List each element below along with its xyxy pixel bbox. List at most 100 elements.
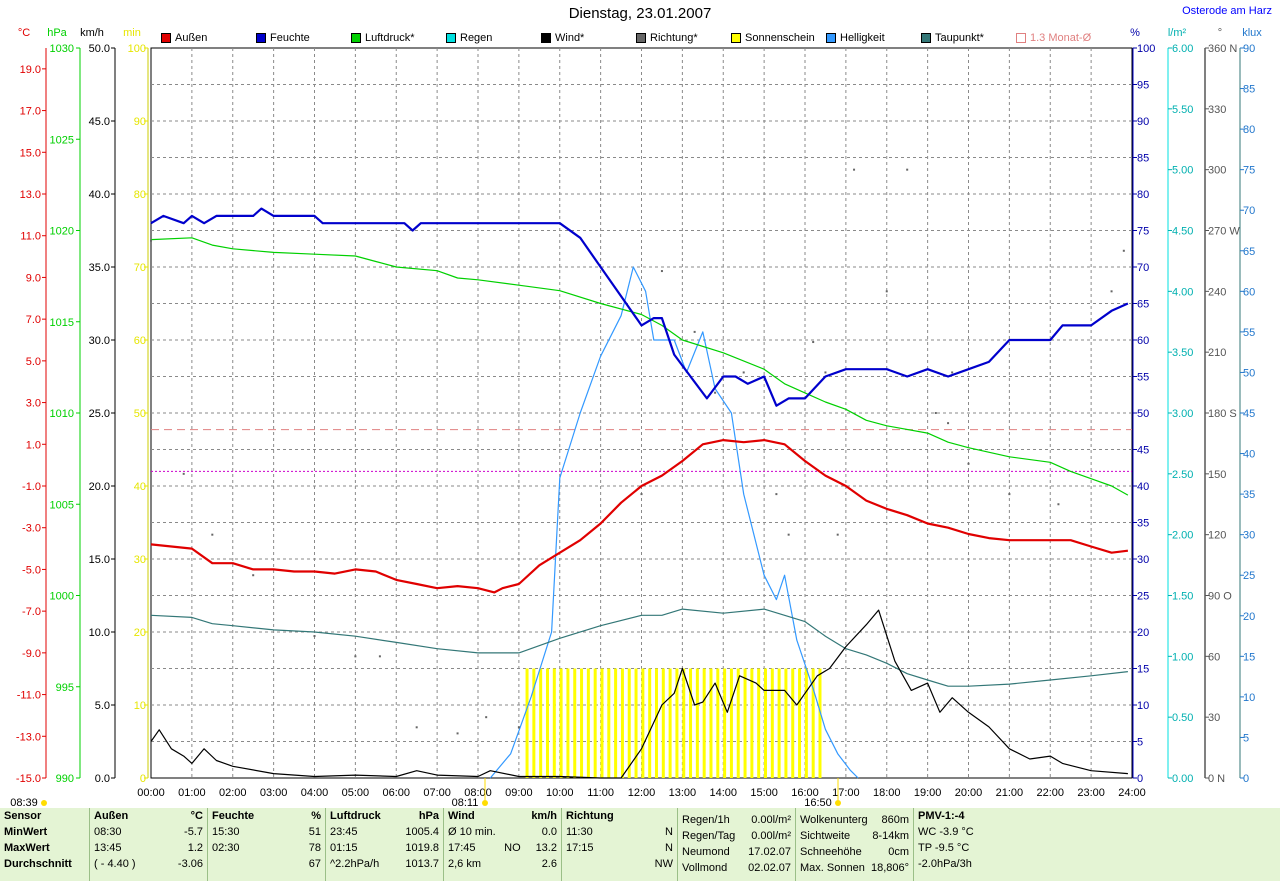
direction-point xyxy=(787,533,790,536)
rain-axis-tick: 3.00 xyxy=(1172,408,1193,420)
direction-point xyxy=(1122,249,1125,252)
sunshine-bar xyxy=(559,668,563,778)
temp-axis-tick: -15.0 xyxy=(16,773,41,785)
footer-new-moon-label: Neumond xyxy=(682,846,730,858)
chart-title: Dienstag, 23.01.2007 xyxy=(568,5,712,22)
direction-point xyxy=(934,412,937,414)
humidity-axis-tick: 10 xyxy=(1137,700,1149,712)
direction-axis-tick: 240 xyxy=(1208,286,1226,298)
legend-swatch xyxy=(731,33,741,43)
brightness-axis-tick: 0 xyxy=(1243,773,1249,785)
footer-temp-min: -5.7 xyxy=(184,826,203,838)
footer-cloud-base: 860m xyxy=(881,814,909,826)
temp-axis-tick: -13.0 xyxy=(16,731,41,743)
footer-direction-max-time: 17:15 xyxy=(566,842,594,854)
direction-point xyxy=(1008,493,1011,496)
footer-max-label: MaxWert xyxy=(4,842,50,854)
wind-axis-tick: 30.0 xyxy=(89,335,110,347)
sunshine-bar xyxy=(607,668,611,778)
sunshine-bar xyxy=(620,668,624,778)
legend-item: Helligkeit xyxy=(826,31,885,45)
sunset-label: 16:50 xyxy=(804,797,832,808)
brightness-axis-tick: 85 xyxy=(1243,84,1255,96)
reference-lines xyxy=(151,429,1132,472)
rain-axis-tick: 2.00 xyxy=(1172,530,1193,542)
footer-wind-row2-label: 17:45 xyxy=(448,842,476,854)
footer-temp-max-time: 13:45 xyxy=(94,842,122,854)
wind-unit: km/h xyxy=(80,27,104,39)
sunshine-bar xyxy=(716,668,720,778)
legend-swatch xyxy=(541,33,551,43)
sunshine-bar xyxy=(545,668,549,778)
legend-label: Helligkeit xyxy=(840,32,885,44)
time-tick: 16:00 xyxy=(791,787,819,799)
direction-axis-tick: 300 xyxy=(1208,165,1226,177)
pressure-axis-tick: 1010 xyxy=(50,408,74,420)
footer-wind-col: Wind km/h Ø 10 min. 0.0 17:45 NO 13.2 2,6 km… xyxy=(444,808,562,881)
footer-pressure-col: Luftdruck hPa 23:45 1005.4 01:15 1019.8 ^2.… xyxy=(326,808,444,881)
humidity-axis-tick: 85 xyxy=(1137,153,1149,165)
footer-pmv-col: PMV-1:-4 WC -3.9 °C TP -9.5 °C -2.0hPa/3… xyxy=(914,808,1014,881)
direction-point xyxy=(313,635,316,638)
time-tick: 24:00 xyxy=(1118,787,1146,799)
legend-item: Feuchte xyxy=(256,31,310,45)
legend-item: Taupunkt* xyxy=(921,31,984,45)
sun-unit: min xyxy=(123,27,141,39)
brightness-unit: klux xyxy=(1242,27,1262,39)
sunshine-bar xyxy=(750,668,754,778)
sun-axis-tick: 80 xyxy=(134,189,146,201)
temp-axis-tick: 7.0 xyxy=(26,314,41,326)
sunshine-bar xyxy=(682,668,686,778)
brightness-axis-tick: 60 xyxy=(1243,286,1255,298)
weather-chart: 19.0 17.0 15.0 13.0 11.0 9.0 7.0 5.0 3.0 1.0 -1.0 -… xyxy=(10,27,1262,808)
humidity-axis-tick: 70 xyxy=(1137,262,1149,274)
time-tick: 13:00 xyxy=(669,787,697,799)
wind-axis-tick: 40.0 xyxy=(89,189,110,201)
footer-humidity-min: 51 xyxy=(308,826,321,838)
sunshine-bar xyxy=(804,668,808,778)
sunshine-bar xyxy=(661,668,665,778)
sunset-dot xyxy=(835,800,841,806)
rain-axis-tick: 3.50 xyxy=(1172,347,1193,359)
sunshine-bar xyxy=(784,668,788,778)
footer-temp-unit: °C xyxy=(190,810,203,822)
brightness-axis-tick: 25 xyxy=(1243,570,1255,582)
rain-axis-tick: 1.00 xyxy=(1172,651,1193,663)
legend-label: Regen xyxy=(460,32,493,44)
temp-axis-tick: 11.0 xyxy=(20,231,41,243)
wind-axis-tick: 5.0 xyxy=(95,700,110,712)
time-tick: 19:00 xyxy=(914,787,942,799)
direction-point xyxy=(354,655,357,658)
temp-unit: °C xyxy=(18,27,30,39)
sunshine-bar xyxy=(798,668,802,778)
footer-humidity-head: Feuchte xyxy=(212,810,255,822)
time-tick: 12:00 xyxy=(628,787,656,799)
footer-wind-row2-value: 13.2 xyxy=(535,842,557,854)
footer-humidity-min-time: 15:30 xyxy=(212,826,240,838)
location-label: Osterode am Harz xyxy=(1182,5,1272,17)
footer-rain-hour: 0.00l/m² xyxy=(751,814,791,826)
direction-point xyxy=(660,270,663,273)
humidity-axis-tick: 80 xyxy=(1137,189,1149,201)
footer-avg-label: Durchschnitt xyxy=(4,858,72,870)
footer-wind-row3-label: 2,6 km xyxy=(448,858,482,870)
footer-humidity-col: Feuchte% 15:30 51 02:30 78 67 xyxy=(208,808,326,881)
sunshine-bar xyxy=(791,668,795,778)
legend-item: Richtung* xyxy=(636,31,698,45)
brightness-axis-tick: 50 xyxy=(1243,367,1255,379)
temp-axis-tick: 5.0 xyxy=(26,356,41,368)
humidity-axis-tick: 55 xyxy=(1137,372,1149,384)
sunshine-bar xyxy=(757,668,761,778)
legend-item: Außen xyxy=(161,31,207,45)
sun-axis-tick: 0 xyxy=(140,773,146,785)
statistics-footer: Sensor MinWert MaxWert Durchschnitt Auße… xyxy=(0,808,1280,881)
direction-point xyxy=(742,371,745,374)
humidity-axis-tick: 100 xyxy=(1137,43,1155,55)
direction-point xyxy=(951,371,954,374)
temp-axis-tick: -9.0 xyxy=(22,648,41,660)
pressure-axis-tick: 1030 xyxy=(50,43,74,55)
footer-full-moon: 02.02.07 xyxy=(748,862,791,874)
footer-pressure-trend: ^2.2hPa/h xyxy=(330,858,380,870)
direction-axis-tick: 0 N xyxy=(1208,773,1225,785)
sunrise-label: 08:11 xyxy=(452,797,479,808)
